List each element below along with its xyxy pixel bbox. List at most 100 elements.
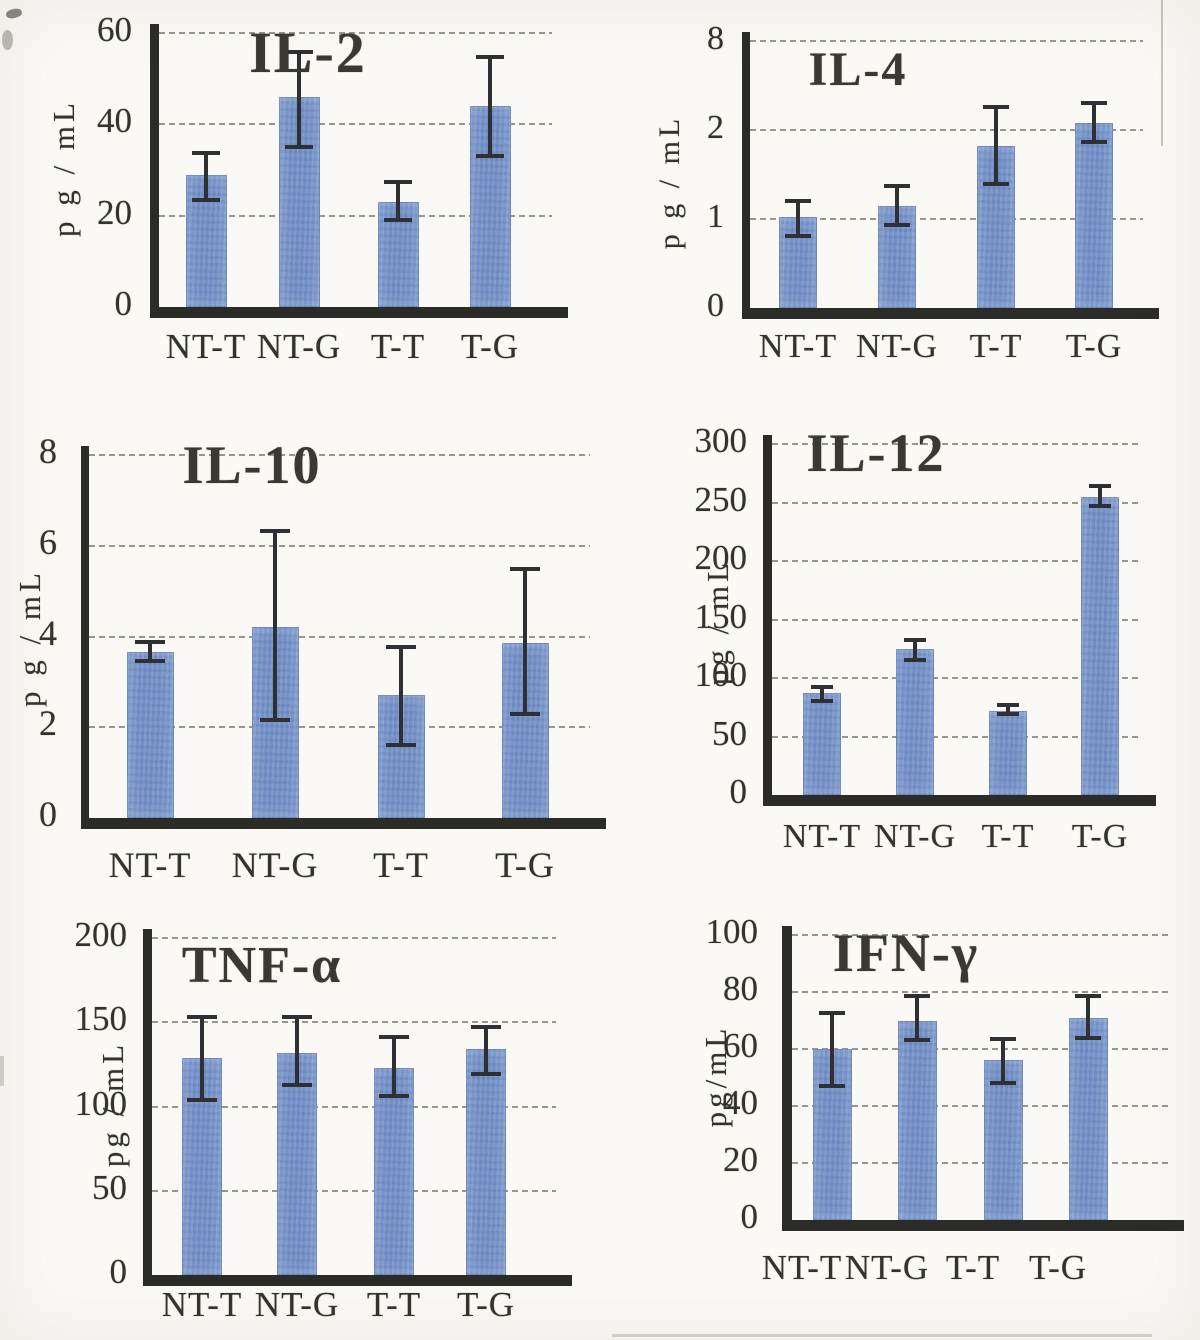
error-bar-stem xyxy=(796,200,800,236)
error-bar-stem xyxy=(148,641,152,662)
y-tick-label: 150 xyxy=(74,999,128,1039)
error-bar-cap-top xyxy=(135,640,165,645)
x-category-label: T-G xyxy=(495,845,555,885)
bar-nt-g xyxy=(277,1052,317,1275)
y-tick-label: 0 xyxy=(39,794,57,834)
y-tick-label: 40 xyxy=(97,101,132,141)
y-axis-label: p g / mL xyxy=(653,114,686,250)
error-bar-cap-bottom xyxy=(282,1082,312,1087)
x-category-label: T-T xyxy=(969,328,1023,365)
y-tick-label: 100 xyxy=(705,912,759,951)
x-category-label: NT-G xyxy=(873,818,957,855)
error-bar-cap-top xyxy=(379,1034,409,1039)
gridline xyxy=(152,1105,556,1108)
y-tick-label: 250 xyxy=(694,479,748,519)
y-tick-label: 50 xyxy=(712,713,747,753)
y-axis xyxy=(782,926,792,1231)
y-axis-label: pg / mL xyxy=(95,1040,130,1168)
y-axis xyxy=(742,32,750,319)
bar-t-t xyxy=(989,710,1027,795)
error-bar-stem xyxy=(484,1025,488,1075)
gridline xyxy=(792,934,1168,936)
gridline xyxy=(152,937,556,939)
y-tick-label: 0 xyxy=(729,772,748,811)
error-bar-cap-bottom xyxy=(990,1081,1016,1086)
error-bar-cap-bottom xyxy=(983,182,1009,187)
error-bar-cap-bottom xyxy=(904,1038,930,1043)
y-tick-label: 100 xyxy=(74,1083,128,1123)
error-bar-stem xyxy=(488,55,492,157)
y-tick-label: 300 xyxy=(694,421,748,460)
error-bar-stem xyxy=(830,1011,834,1087)
error-bar-stem xyxy=(295,1015,299,1085)
chart-title: IL-4 xyxy=(808,43,908,96)
x-category-label: NT-T xyxy=(165,327,247,366)
error-bar-stem xyxy=(994,105,998,185)
y-tick-label: 80 xyxy=(723,969,758,1008)
gridline xyxy=(772,560,1140,562)
y-axis-label: p g / mL xyxy=(46,99,81,237)
error-bar-stem xyxy=(523,568,527,714)
y-tick-label: 150 xyxy=(694,596,748,636)
scan-artifact xyxy=(5,7,23,20)
y-tick-label: 20 xyxy=(97,192,132,232)
error-bar-cap-bottom xyxy=(285,145,313,150)
y-tick-label: 200 xyxy=(694,538,748,577)
y-axis-label: pg / mL xyxy=(700,558,735,686)
error-bar-cap-top xyxy=(187,1014,217,1019)
gridline xyxy=(772,677,1140,679)
x-axis xyxy=(782,1220,1184,1231)
gridline xyxy=(159,32,552,34)
error-bar-cap-bottom xyxy=(884,223,910,228)
x-axis xyxy=(742,308,1159,319)
y-tick-label: 2 xyxy=(707,109,724,146)
error-bar-cap-top xyxy=(997,702,1019,707)
bar-nt-g xyxy=(896,648,934,795)
x-category-label: NT-T xyxy=(761,1248,843,1287)
error-bar-stem xyxy=(1098,484,1102,506)
error-bar-cap-top xyxy=(990,1036,1016,1041)
error-bar-stem xyxy=(200,1015,204,1100)
error-bar-cap-bottom xyxy=(1089,504,1111,508)
y-tick-label: 4 xyxy=(39,612,57,653)
gridline xyxy=(152,1021,556,1024)
error-bar-cap-top xyxy=(904,638,926,643)
x-axis xyxy=(143,1275,572,1286)
chart-title: IL-10 xyxy=(182,435,322,495)
gridline xyxy=(152,1189,556,1192)
y-tick-label: 0 xyxy=(109,1252,128,1291)
gridline xyxy=(750,40,1143,42)
gridline xyxy=(159,123,552,126)
bar-t-t xyxy=(374,1067,414,1275)
x-category-label: NT-G xyxy=(855,328,939,365)
bar-t-g xyxy=(1081,496,1119,795)
y-tick-label: 20 xyxy=(723,1140,758,1179)
chart-title: IFN-γ xyxy=(832,923,980,983)
y-axis xyxy=(81,446,89,829)
x-category-label: T-G xyxy=(1065,328,1123,365)
bar-nt-t xyxy=(803,693,841,795)
error-bar-cap-bottom xyxy=(819,1084,845,1089)
scan-artifact xyxy=(612,1334,1152,1337)
scan-artifact xyxy=(0,1056,4,1086)
error-bar-cap-top xyxy=(1075,993,1101,998)
error-bar-cap-top xyxy=(282,1014,312,1019)
error-bar-cap-top xyxy=(904,993,930,998)
error-bar-cap-top xyxy=(983,104,1009,109)
y-tick-label: 50 xyxy=(92,1167,127,1207)
error-bar-stem xyxy=(1092,102,1096,143)
error-bar-cap-top xyxy=(384,180,412,185)
error-bar-cap-top xyxy=(192,150,220,155)
y-axis-label: p g / mL xyxy=(12,569,47,707)
gridline xyxy=(792,1048,1168,1050)
error-bar-cap-bottom xyxy=(260,718,290,723)
error-bar-stem xyxy=(913,639,917,661)
error-bar-cap-bottom xyxy=(904,658,926,663)
error-bar-cap-bottom xyxy=(192,197,220,202)
x-category-label: NT-G xyxy=(254,1285,340,1324)
y-tick-label: 8 xyxy=(39,431,57,471)
gridline xyxy=(772,443,1140,445)
x-axis xyxy=(150,307,568,318)
gridline xyxy=(792,991,1168,993)
gridline xyxy=(89,544,590,547)
